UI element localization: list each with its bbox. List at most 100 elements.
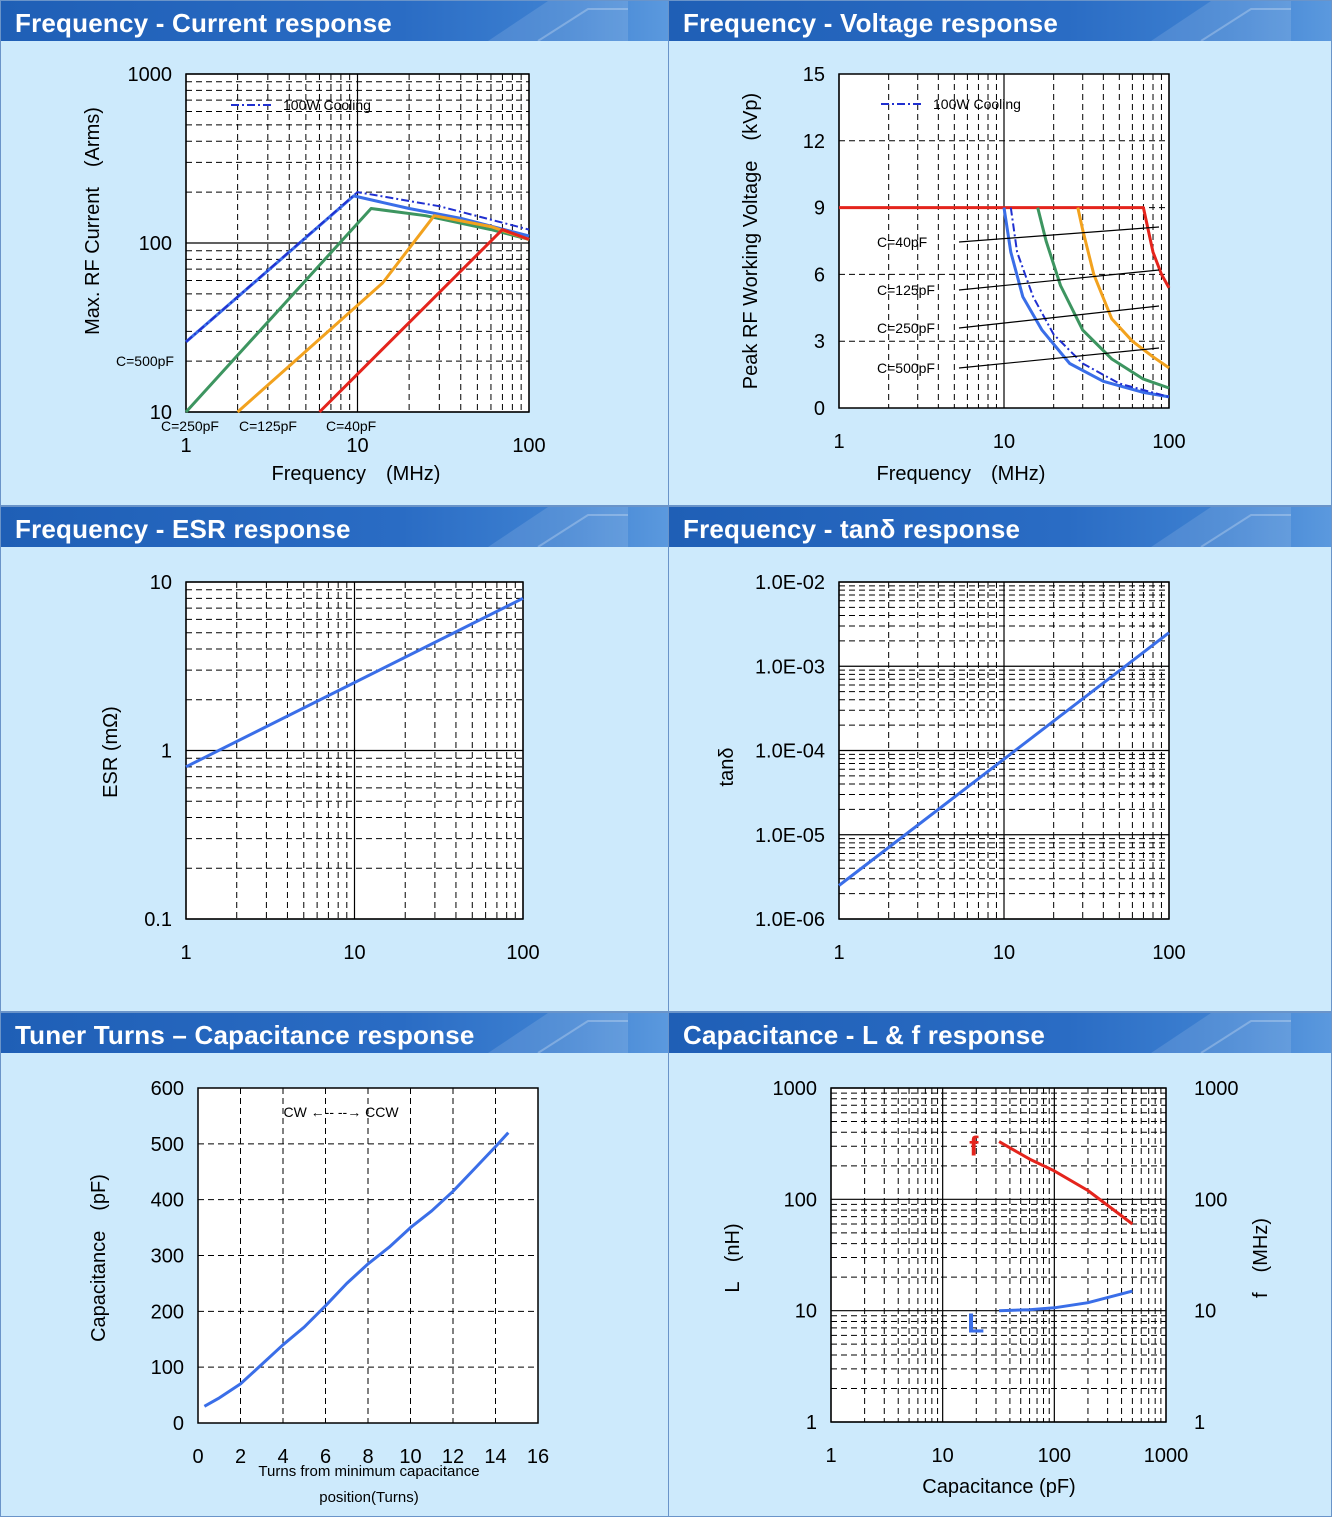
y-tick-label: 600: [151, 1078, 184, 1100]
y-tick-label: 1.0E-03: [755, 656, 825, 678]
y-tick-label: 200: [151, 1301, 184, 1323]
x-tick-label: 1: [180, 435, 191, 457]
y-tick-label: 1000: [128, 64, 173, 86]
chart-panel-lf: Capacitance - L & f response 1 10 100 1000 1…: [668, 1012, 1332, 1517]
x-tick-label: 1: [180, 942, 191, 964]
x-axis-title: position(Turns): [319, 1489, 418, 1506]
current-chart: 1 10 100 10 100 1000 Frequency (MHz) Max. RF Cu…: [82, 64, 546, 485]
y-tick-label: 1.0E-05: [755, 825, 825, 847]
turns-chart: 0 2 4 6 8 10 12 14 16 0 100 200 300 400 500 600 Turns fr…: [88, 1078, 549, 1506]
y-tick-label: 0: [814, 398, 825, 420]
series-line: [1009, 207, 1170, 398]
plot-frame: [185, 73, 530, 413]
x-tick-label: 8: [362, 1446, 373, 1468]
legend-label: 100W Cooling: [933, 96, 1021, 112]
y-right-tick-label: 1000: [1194, 1078, 1239, 1100]
chart-panel-esr: Frequency - ESR response 1 10 100 0.1 1 10 Fre…: [0, 506, 669, 1012]
y-tick-label: 10: [795, 1301, 817, 1323]
y-tick-label: 6: [814, 264, 825, 286]
series-line: [1036, 207, 1170, 390]
panel-header: Tuner Turns – Capacitance response: [1, 1013, 668, 1053]
y-tick-label: 500: [151, 1134, 184, 1156]
x-tick-label: 10: [343, 942, 365, 964]
y-axis-title: Peak RF Working Voltage (kVp): [740, 93, 762, 389]
x-tick-label: 1: [833, 431, 844, 453]
x-tick-label: 100: [1038, 1445, 1071, 1467]
y-tick-label: 9: [814, 198, 825, 220]
y-tick-label: 100: [139, 233, 172, 255]
y-tick-label: 1.0E-02: [755, 572, 825, 594]
panel-header: Frequency - ESR response: [1, 507, 668, 547]
annotation-leader: [958, 269, 1160, 291]
x-tick-label: 2: [235, 1446, 246, 1468]
y-tick-label: 10: [150, 402, 172, 424]
lf-chart: 1 10 100 100011010010001101001000Capacitanc…: [722, 1078, 1272, 1498]
direction-annotation: CW ←-- --→ CCW: [283, 1104, 399, 1120]
y-right-tick-label: 1: [1194, 1412, 1205, 1434]
x-tick-label: 100: [506, 942, 539, 964]
series-annotation: C=250pF: [161, 418, 219, 434]
x-axis-title: Turns from minimum capacitance: [258, 1463, 479, 1480]
plot-area: [831, 1088, 1166, 1422]
series-line: [1002, 207, 1170, 399]
series-annotation: C=500pF: [877, 360, 935, 376]
series-label: f: [969, 1131, 979, 1162]
series-line: [318, 228, 530, 414]
y-tick-label: 0.1: [144, 909, 172, 931]
annotation-leader: [958, 305, 1160, 329]
panel-title: Capacitance - L & f response: [683, 1020, 1046, 1050]
x-tick-label: 10: [932, 1445, 954, 1467]
panel-title: Frequency - ESR response: [15, 514, 351, 544]
series-line: [203, 1131, 510, 1408]
voltage-chart: 1 10 100 0 3 6 9 12 15 Frequency (MHz) Peak RF Wor…: [740, 64, 1186, 485]
y-tick-label: 1.0E-06: [755, 909, 825, 931]
chart-panel-tand: Frequency - tanδ response 1 10 100 1.0E-06 1…: [668, 506, 1332, 1012]
y-right-axis-title: f (MHz): [1250, 1218, 1272, 1298]
x-tick-label: 4: [277, 1446, 288, 1468]
y-tick-label: 1.0E-04: [755, 741, 825, 763]
plot-frame: [838, 581, 1170, 920]
x-tick-label: 14: [484, 1446, 506, 1468]
y-tick-label: 1000: [773, 1078, 818, 1100]
y-tick-label: 100: [151, 1357, 184, 1379]
series-line: [998, 1140, 1134, 1226]
x-tick-label: 12: [442, 1446, 464, 1468]
x-tick-label: 10: [399, 1446, 421, 1468]
y-axis-title: tanδ: [716, 748, 738, 787]
x-tick-label: 10: [993, 431, 1015, 453]
x-tick-label: 10: [993, 942, 1015, 964]
y-tick-label: 10: [150, 572, 172, 594]
panel-header: Capacitance - L & f response: [669, 1013, 1331, 1053]
x-tick-label: 10: [346, 435, 368, 457]
x-tick-label: 100: [1152, 431, 1185, 453]
series-line: [1076, 207, 1170, 370]
series-line: [999, 1289, 1133, 1313]
series-annotation: C=500pF: [116, 353, 174, 369]
y-tick-label: 300: [151, 1246, 184, 1268]
header-decoration: [1151, 1, 1291, 41]
chart-panel-current: Frequency - Current response 1 10 100 10 100…: [0, 0, 669, 506]
plot-frame: [197, 1087, 539, 1424]
x-axis-title: Frequency (MHz): [272, 463, 441, 485]
annotation-leader: [958, 347, 1160, 369]
series-line: [185, 191, 530, 343]
y-axis-title: L (nH): [722, 1223, 744, 1292]
y-right-tick-label: 10: [1194, 1301, 1216, 1323]
panel-title: Frequency - tanδ response: [683, 514, 1021, 544]
header-decoration: [488, 1013, 628, 1053]
panel-title: Frequency - Current response: [15, 8, 392, 38]
y-right-tick-label: 100: [1194, 1189, 1227, 1211]
y-tick-label: 400: [151, 1190, 184, 1212]
x-tick-label: 1: [833, 942, 844, 964]
header-decoration: [1151, 507, 1291, 547]
x-axis-title: Frequency (MHz): [279, 1010, 433, 1012]
x-tick-label: 100: [512, 435, 545, 457]
y-tick-label: 100: [784, 1189, 817, 1211]
x-tick-label: 6: [320, 1446, 331, 1468]
header-decoration: [1151, 1013, 1291, 1053]
y-tick-label: 12: [803, 131, 825, 153]
series-annotation: C=250pF: [877, 320, 935, 336]
plot-frame: [838, 73, 1170, 409]
chart-panel-turns: Tuner Turns – Capacitance response 0 2 4 6 8…: [0, 1012, 669, 1517]
x-axis-title: Frequency (MHz): [854, 1010, 1008, 1012]
